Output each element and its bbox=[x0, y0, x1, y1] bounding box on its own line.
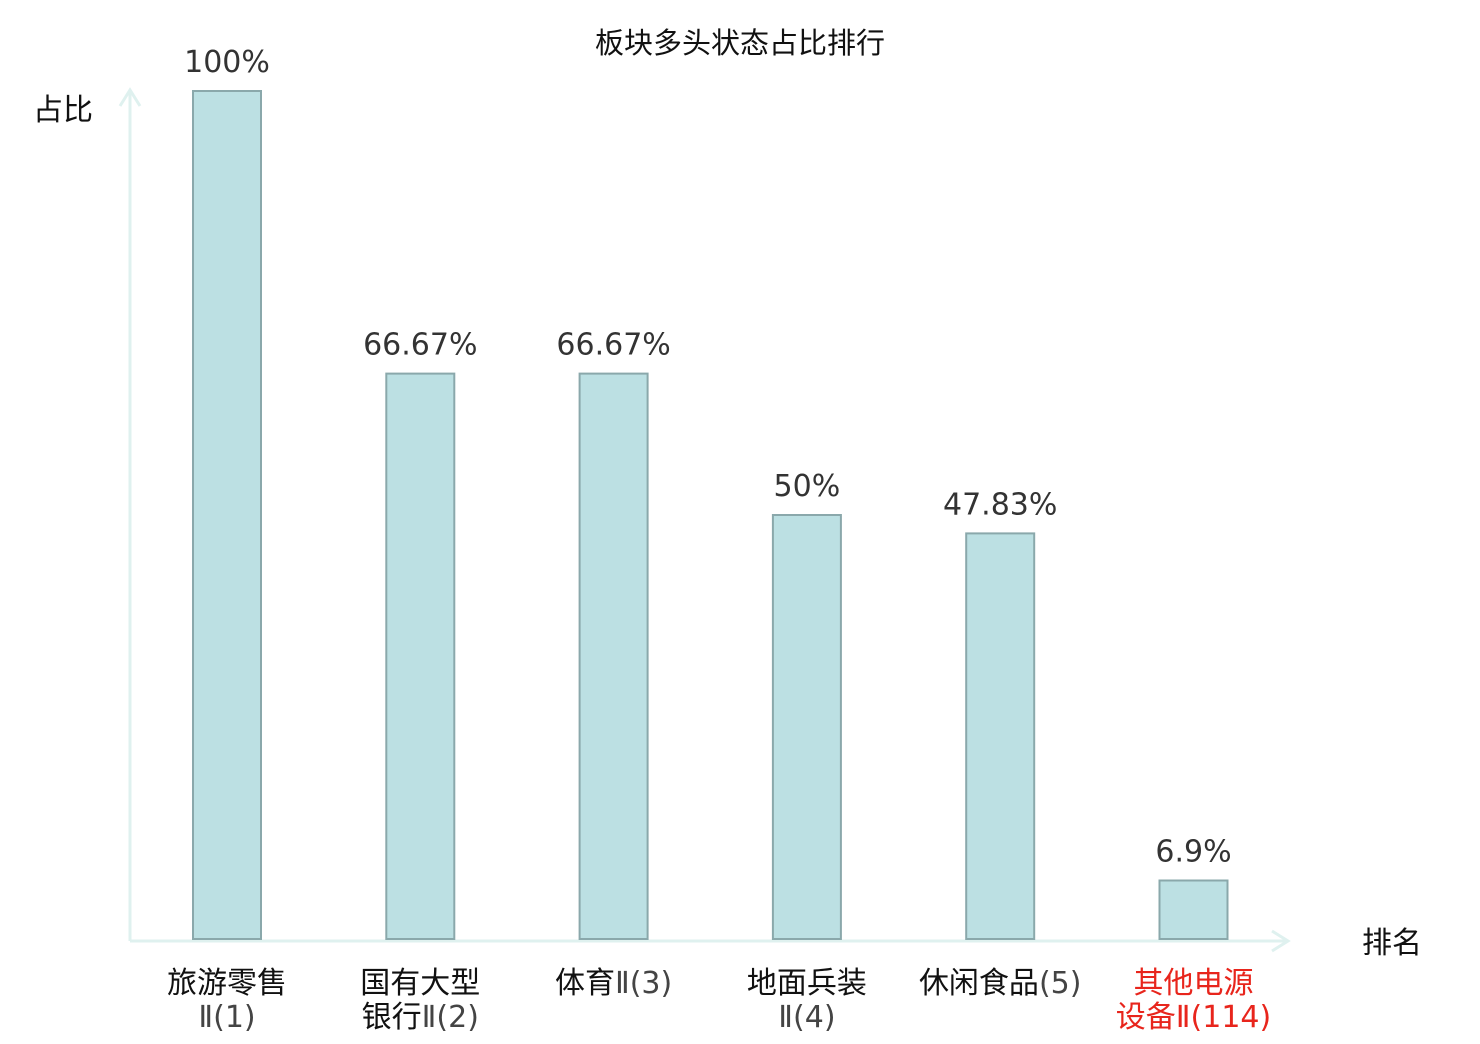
category-label-6-line-1: 其他电源 bbox=[1134, 966, 1254, 1001]
y-axis-title: 占比 bbox=[33, 93, 93, 128]
category-label-3-line-1: 体育Ⅱ(3) bbox=[555, 966, 672, 1001]
value-label-1: 100% bbox=[184, 45, 270, 80]
y-axis-arrow bbox=[118, 87, 142, 107]
value-label-4: 50% bbox=[774, 469, 841, 504]
bar-3 bbox=[578, 372, 649, 941]
bar-6 bbox=[1158, 879, 1229, 940]
bar-2 bbox=[385, 372, 456, 941]
category-label-5-line-1: 休闲食品(5) bbox=[919, 966, 1081, 1001]
value-label-5: 47.83% bbox=[943, 487, 1057, 522]
category-label-4-line-2: Ⅱ(4) bbox=[778, 1000, 835, 1035]
category-label-2-line-2: 银行Ⅱ(2) bbox=[362, 1000, 479, 1035]
value-label-6: 6.9% bbox=[1155, 835, 1231, 870]
category-label-1-line-2: Ⅱ(1) bbox=[198, 1000, 255, 1035]
bars-group bbox=[192, 90, 1229, 941]
value-label-2: 66.67% bbox=[363, 328, 477, 363]
value-label-3: 66.67% bbox=[556, 328, 670, 363]
value-labels-group: 100% 66.67% 66.67% 50% 47.83% 6.9% bbox=[184, 45, 1232, 870]
bar-4 bbox=[771, 514, 842, 940]
chart-title: 板块多头状态占比排行 bbox=[595, 26, 885, 60]
category-label-1-line-1: 旅游零售 bbox=[167, 966, 287, 1001]
category-label-2-line-1: 国有大型 bbox=[360, 966, 480, 1001]
x-axis-title: 排名 bbox=[1362, 926, 1422, 961]
category-label-6-line-2: 设备Ⅱ(114) bbox=[1116, 1000, 1271, 1035]
bar-1 bbox=[192, 90, 262, 940]
category-label-4-line-1: 地面兵装 bbox=[747, 966, 867, 1001]
x-axis-arrow bbox=[1271, 929, 1291, 953]
bar-5 bbox=[965, 532, 1036, 941]
